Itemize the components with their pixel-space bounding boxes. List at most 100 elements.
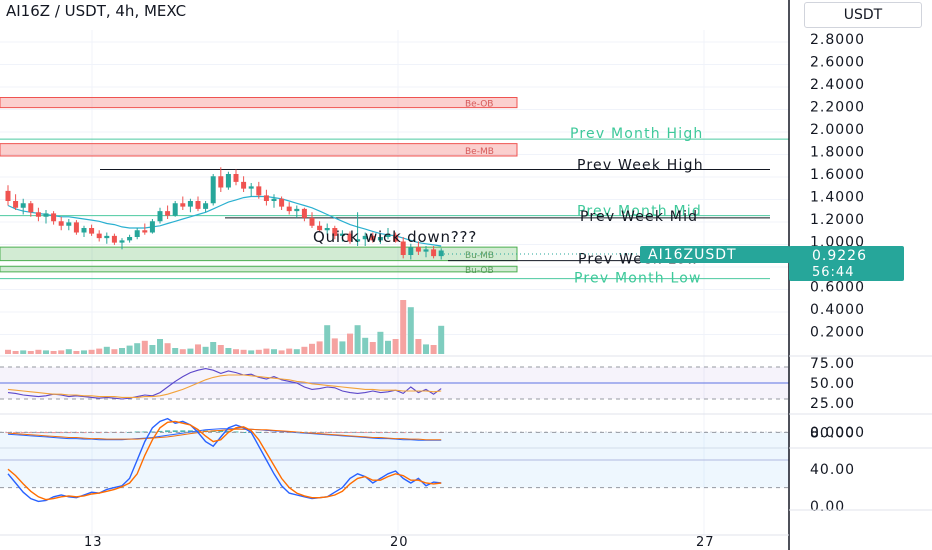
candle-body xyxy=(66,222,72,226)
candle-body xyxy=(271,198,277,201)
volume-bar xyxy=(164,343,171,354)
candle-body xyxy=(248,186,254,189)
stoch-d-line xyxy=(7,420,442,501)
rsi-axis-tick: 50.00 xyxy=(810,376,855,392)
candle-body xyxy=(309,217,315,226)
bearish-zone-box xyxy=(0,143,518,157)
volume-bar xyxy=(400,300,407,354)
volume-bar xyxy=(81,350,87,354)
macd-histogram-bar xyxy=(172,430,178,432)
zone-label: Bu-MB xyxy=(465,251,494,261)
candle-body xyxy=(301,208,307,218)
bullish-zone-box xyxy=(0,265,518,273)
volume-bar xyxy=(134,343,141,354)
moving-average-line xyxy=(7,195,442,247)
volume-bar xyxy=(172,348,179,354)
candle-body xyxy=(13,201,19,208)
candle-body xyxy=(127,237,133,241)
macd-histogram-bar xyxy=(377,432,383,434)
volume-bar xyxy=(43,350,49,354)
candle-body xyxy=(35,212,41,217)
candle-body xyxy=(279,198,285,207)
volume-bar xyxy=(377,331,384,354)
candle-body xyxy=(423,249,429,252)
volume-bar xyxy=(438,325,445,354)
level-label: Prev Week High xyxy=(577,158,704,174)
candle-body xyxy=(58,221,64,226)
currency-selector[interactable]: USDT xyxy=(804,2,922,28)
volume-bar xyxy=(248,350,255,354)
stoch-axis-tick: 80.00 xyxy=(810,425,855,441)
candle-body xyxy=(172,203,178,216)
rsi-axis-tick: 75.00 xyxy=(810,356,855,372)
level-label: Prev Month Mid xyxy=(577,204,702,220)
price-axis-tick: 2.2000 xyxy=(810,100,865,116)
candle-body xyxy=(263,195,269,201)
candle-body xyxy=(218,176,224,188)
price-axis-tick: 2.0000 xyxy=(810,122,865,138)
volume-bar xyxy=(392,339,399,354)
macd-histogram-bar xyxy=(20,432,26,434)
volume-bar xyxy=(385,340,391,354)
macd-histogram-bar xyxy=(332,432,338,433)
price-axis-tick: 2.6000 xyxy=(810,55,865,71)
candle-body xyxy=(89,228,95,234)
zone-label: Bu-OB xyxy=(465,266,494,276)
candle-body xyxy=(377,237,383,241)
volume-bar xyxy=(407,307,414,354)
macd-histogram-bar xyxy=(58,432,64,434)
volume-bar xyxy=(369,342,376,354)
zone-label: Be-OB xyxy=(465,100,493,110)
rsi-axis-tick: 25.00 xyxy=(810,396,855,412)
volume-bar xyxy=(309,343,315,354)
volume-bar xyxy=(73,351,80,354)
candle-body xyxy=(362,235,368,240)
candle-body xyxy=(400,241,406,255)
candle-body xyxy=(225,174,231,188)
macd-histogram-bar xyxy=(165,430,171,432)
price-axis-tick: 1.6000 xyxy=(810,167,865,183)
volume-bar xyxy=(195,344,201,354)
price-tag-countdown: 56:44 xyxy=(812,265,854,280)
volume-bar xyxy=(12,351,19,354)
volume-bar xyxy=(202,346,209,354)
candle-body xyxy=(233,174,239,182)
volume-bar xyxy=(430,345,437,354)
rsi-ma-line xyxy=(7,374,442,398)
volume-bar xyxy=(225,348,232,354)
volume-bar xyxy=(111,349,118,354)
volume-bar xyxy=(331,338,338,354)
candle-body xyxy=(111,235,117,243)
candle-body xyxy=(431,249,437,257)
volume-bar xyxy=(35,349,42,354)
candle-body xyxy=(203,203,209,209)
candle-body xyxy=(157,211,163,222)
price-axis-tick: 2.8000 xyxy=(810,32,865,48)
volume-bar xyxy=(316,341,323,354)
volume-bar xyxy=(126,345,133,354)
candle-body xyxy=(408,247,414,255)
price-axis-tick: 0.2000 xyxy=(810,325,865,341)
candle-body xyxy=(43,213,49,217)
macd-histogram-bar xyxy=(51,432,57,434)
volume-bar xyxy=(210,342,217,354)
volume-bar xyxy=(415,339,422,354)
macd-histogram-bar xyxy=(35,432,41,434)
volume-bar xyxy=(141,340,148,354)
candle-body xyxy=(317,225,323,231)
macd-line xyxy=(7,428,442,441)
volume-bar xyxy=(255,349,262,354)
macd-axis-tick: 0.0000 xyxy=(810,425,865,441)
candle-body xyxy=(149,221,155,233)
stoch-axis-tick: 0.00 xyxy=(810,499,845,515)
price-axis-tick: 1.2000 xyxy=(810,212,865,228)
volume-bar xyxy=(233,349,239,354)
candle-body xyxy=(5,190,11,201)
volume-bar xyxy=(324,325,331,354)
candle-body xyxy=(294,208,300,212)
macd-histogram-bar xyxy=(347,432,353,433)
macd-histogram-bar xyxy=(339,432,345,433)
candle-body xyxy=(256,186,262,196)
time-axis-tick: 20 xyxy=(390,535,409,550)
